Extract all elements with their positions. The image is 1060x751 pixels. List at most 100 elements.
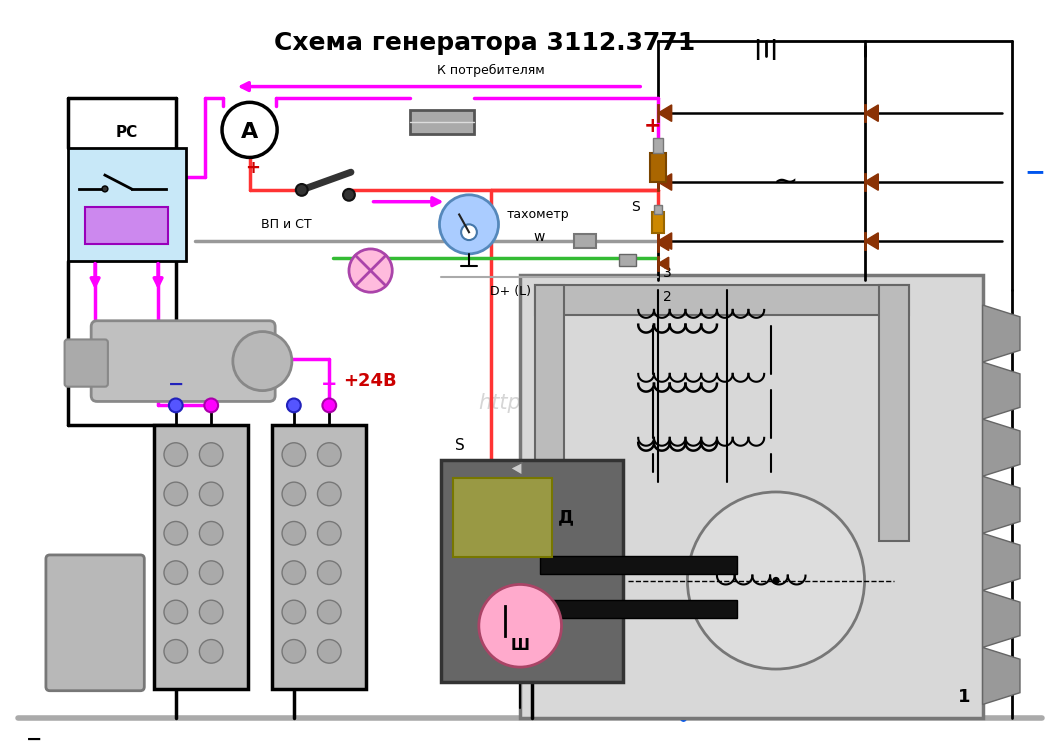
Polygon shape [658,257,669,270]
Bar [650,152,666,182]
Circle shape [287,399,301,412]
Circle shape [199,443,223,466]
Bar [535,285,908,315]
Polygon shape [865,105,879,122]
Circle shape [318,561,341,584]
Bar [68,148,186,261]
Text: 1: 1 [662,236,672,250]
Circle shape [164,561,188,584]
Text: ВП и СТ: ВП и СТ [261,219,312,231]
Circle shape [296,184,307,196]
Bar [653,137,662,153]
Text: Схема генератора 3112.3771: Схема генератора 3112.3771 [275,32,695,56]
Text: w: w [533,230,545,244]
Circle shape [199,482,223,505]
Text: http://genrem.narod.ru: http://genrem.narod.ru [478,394,720,413]
Polygon shape [983,305,1020,362]
Circle shape [318,640,341,663]
Circle shape [102,186,108,192]
Bar [85,207,167,244]
Bar [454,478,551,557]
Text: тахометр: тахометр [507,208,569,221]
Circle shape [169,399,182,412]
Bar [540,600,737,618]
Bar [272,425,366,689]
Circle shape [164,443,188,466]
FancyBboxPatch shape [91,321,276,402]
FancyBboxPatch shape [65,339,108,387]
Text: РС: РС [116,125,138,140]
Bar [652,212,664,234]
Polygon shape [510,463,523,475]
Polygon shape [658,173,672,190]
Circle shape [318,482,341,505]
Text: 1: 1 [958,689,971,707]
Circle shape [773,578,779,584]
Circle shape [164,482,188,505]
FancyBboxPatch shape [46,555,144,691]
Text: −: − [26,730,42,749]
Bar [535,285,564,541]
Text: | |: | | [754,39,778,60]
Polygon shape [865,173,879,190]
Bar [575,234,596,248]
Bar [654,205,661,215]
Text: 2: 2 [662,290,672,304]
Circle shape [479,584,562,667]
Text: ~: ~ [773,167,798,197]
Text: +: + [321,375,337,394]
Polygon shape [658,105,672,122]
Polygon shape [983,362,1020,419]
Bar [410,110,474,134]
Text: Д: Д [558,508,573,526]
Text: А: А [241,122,259,142]
Text: −: − [1024,160,1045,184]
Polygon shape [983,647,1020,704]
Circle shape [205,399,218,412]
Circle shape [318,521,341,545]
Circle shape [282,443,305,466]
Polygon shape [865,233,879,249]
Bar [520,276,983,718]
Circle shape [282,600,305,624]
Text: 3: 3 [662,266,672,279]
Polygon shape [983,476,1020,533]
Text: D+ (L): D+ (L) [490,285,531,298]
Circle shape [199,561,223,584]
Circle shape [199,521,223,545]
Circle shape [199,600,223,624]
Circle shape [461,225,477,240]
Polygon shape [983,419,1020,476]
Circle shape [233,332,292,391]
Bar [619,254,636,266]
Bar [540,556,737,574]
Text: К потребителям: К потребителям [437,64,545,77]
Circle shape [349,249,392,292]
Circle shape [282,521,305,545]
Circle shape [282,640,305,663]
Circle shape [199,640,223,663]
Circle shape [164,640,188,663]
Circle shape [318,443,341,466]
Text: +24В: +24В [343,372,396,390]
Circle shape [343,189,355,201]
Text: S: S [455,438,465,453]
Circle shape [688,492,865,669]
Circle shape [282,561,305,584]
Circle shape [440,195,498,254]
Polygon shape [658,237,669,251]
Text: −: − [167,375,184,394]
Circle shape [318,600,341,624]
Bar [441,460,623,682]
Bar [154,425,248,689]
Text: S: S [632,200,640,213]
Polygon shape [983,533,1020,590]
Circle shape [164,521,188,545]
Text: Ш: Ш [511,638,530,653]
Bar [880,285,908,541]
Polygon shape [983,590,1020,647]
Polygon shape [658,233,672,249]
Circle shape [164,600,188,624]
Text: +: + [245,159,260,177]
Text: +: + [644,116,661,136]
